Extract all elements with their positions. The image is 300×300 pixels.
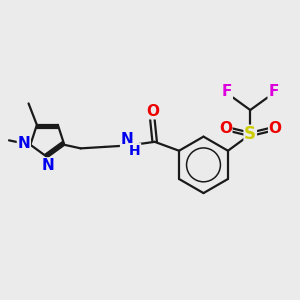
- Text: H: H: [129, 144, 141, 158]
- Text: N: N: [42, 158, 54, 173]
- Text: O: O: [146, 104, 159, 119]
- Text: F: F: [268, 84, 279, 99]
- Text: F: F: [222, 84, 232, 99]
- Text: N: N: [121, 132, 134, 147]
- Text: N: N: [17, 136, 30, 151]
- Text: O: O: [219, 121, 232, 136]
- Text: O: O: [269, 121, 282, 136]
- Text: S: S: [244, 125, 256, 143]
